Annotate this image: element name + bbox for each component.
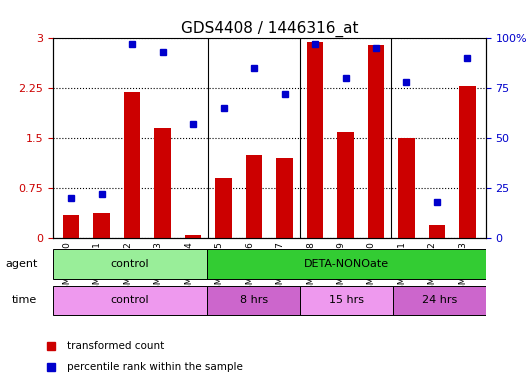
Bar bbox=[215, 178, 232, 238]
FancyBboxPatch shape bbox=[300, 286, 393, 315]
Bar bbox=[307, 42, 323, 238]
Bar bbox=[337, 132, 354, 238]
Bar bbox=[367, 45, 384, 238]
Bar bbox=[93, 213, 110, 238]
Bar bbox=[459, 86, 476, 238]
Text: transformed count: transformed count bbox=[67, 341, 164, 351]
Bar bbox=[124, 92, 140, 238]
Bar bbox=[246, 155, 262, 238]
Text: 24 hrs: 24 hrs bbox=[422, 295, 457, 306]
Text: 8 hrs: 8 hrs bbox=[240, 295, 268, 306]
Bar bbox=[276, 158, 293, 238]
Text: percentile rank within the sample: percentile rank within the sample bbox=[67, 362, 243, 372]
Text: control: control bbox=[111, 295, 149, 306]
FancyBboxPatch shape bbox=[208, 286, 300, 315]
Bar bbox=[154, 128, 171, 238]
Text: control: control bbox=[111, 259, 149, 269]
FancyBboxPatch shape bbox=[393, 286, 486, 315]
Bar bbox=[63, 215, 80, 238]
Bar bbox=[398, 138, 415, 238]
Bar bbox=[429, 225, 445, 238]
Bar bbox=[185, 235, 202, 238]
Title: GDS4408 / 1446316_at: GDS4408 / 1446316_at bbox=[181, 21, 358, 37]
FancyBboxPatch shape bbox=[208, 249, 486, 279]
Text: time: time bbox=[12, 295, 37, 306]
Text: DETA-NONOate: DETA-NONOate bbox=[304, 259, 389, 269]
Text: agent: agent bbox=[5, 259, 37, 269]
Text: 15 hrs: 15 hrs bbox=[329, 295, 364, 306]
FancyBboxPatch shape bbox=[53, 249, 208, 279]
FancyBboxPatch shape bbox=[53, 286, 208, 315]
